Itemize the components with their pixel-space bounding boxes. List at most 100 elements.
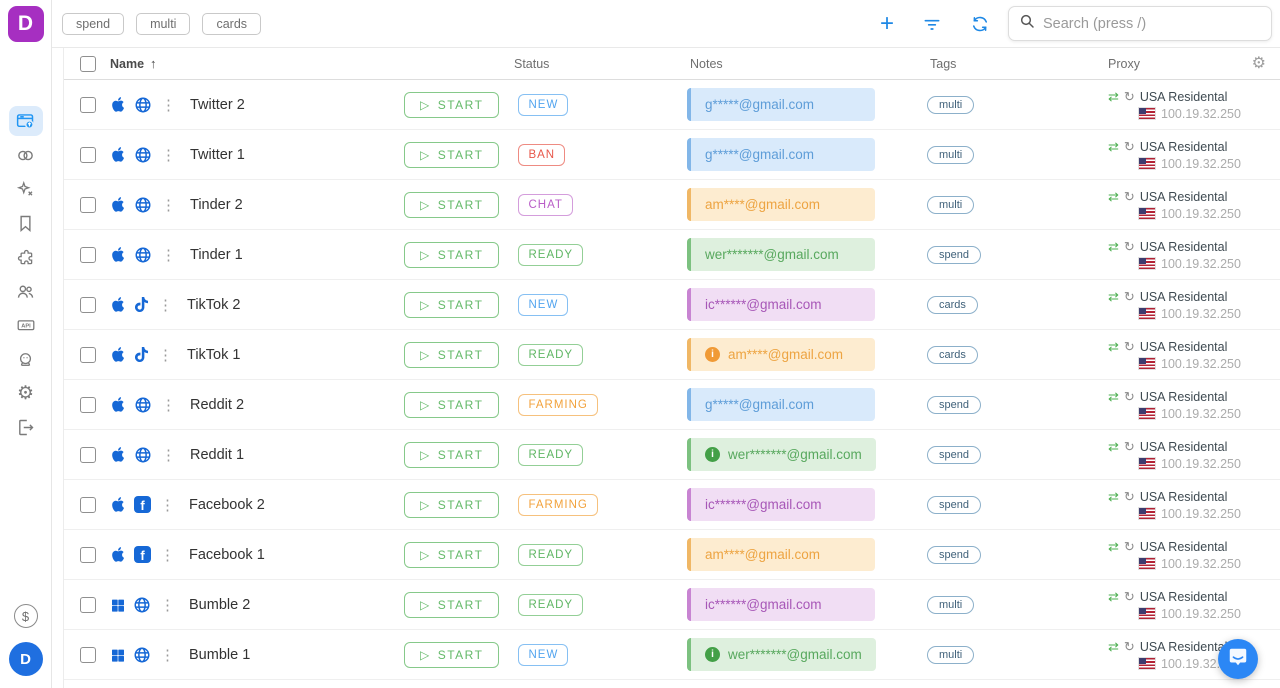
user-avatar[interactable]: D bbox=[8, 642, 43, 676]
filter-chip-multi[interactable]: multi bbox=[136, 12, 191, 35]
proxy-refresh-icon[interactable]: ↻ bbox=[1123, 388, 1135, 404]
start-button[interactable]: ▷ START bbox=[404, 241, 500, 268]
row-menu-icon[interactable]: ⋮ bbox=[158, 296, 173, 314]
table-settings-gear-icon[interactable]: ⚙ bbox=[1251, 54, 1266, 72]
status-badge[interactable]: READY bbox=[518, 593, 584, 616]
row-checkbox[interactable] bbox=[80, 596, 96, 613]
status-badge[interactable]: READY bbox=[518, 543, 584, 566]
note-field[interactable]: am****@gmail.com bbox=[687, 538, 875, 571]
row-checkbox[interactable] bbox=[80, 496, 96, 513]
filter-chip-cards[interactable]: cards bbox=[202, 12, 262, 35]
note-field[interactable]: wer*******@gmail.com bbox=[687, 238, 875, 271]
status-badge[interactable]: NEW bbox=[518, 293, 569, 316]
row-checkbox[interactable] bbox=[80, 96, 96, 113]
row-checkbox[interactable] bbox=[80, 446, 96, 463]
proxy-swap-icon[interactable]: ⇄ bbox=[1108, 488, 1119, 504]
tag-pill[interactable]: spend bbox=[927, 445, 981, 464]
start-button[interactable]: ▷ START bbox=[404, 441, 500, 468]
row-menu-icon[interactable]: ⋮ bbox=[161, 246, 176, 264]
column-header-notes[interactable]: Notes bbox=[690, 56, 723, 71]
sidebar-item-api[interactable]: API bbox=[9, 310, 43, 340]
tag-pill[interactable]: spend bbox=[927, 245, 981, 264]
start-button[interactable]: ▷ START bbox=[404, 541, 500, 568]
row-menu-icon[interactable]: ⋮ bbox=[161, 96, 176, 114]
tag-pill[interactable]: spend bbox=[927, 545, 981, 564]
sidebar-item-team[interactable] bbox=[9, 276, 43, 306]
select-all-checkbox[interactable] bbox=[80, 55, 96, 72]
tag-pill[interactable]: cards bbox=[927, 345, 978, 364]
proxy-refresh-icon[interactable]: ↻ bbox=[1123, 88, 1135, 104]
sidebar-item-browser-profiles[interactable] bbox=[8, 106, 43, 136]
row-checkbox[interactable] bbox=[80, 296, 96, 313]
status-badge[interactable]: FARMING bbox=[518, 493, 598, 516]
start-button[interactable]: ▷ START bbox=[404, 341, 500, 368]
proxy-refresh-icon[interactable]: ↻ bbox=[1123, 138, 1135, 154]
filter-chip-spend[interactable]: spend bbox=[62, 12, 125, 35]
note-field[interactable]: am****@gmail.com bbox=[687, 188, 875, 221]
note-field[interactable]: g*****@gmail.com bbox=[687, 88, 875, 121]
tag-pill[interactable]: multi bbox=[927, 195, 975, 214]
proxy-swap-icon[interactable]: ⇄ bbox=[1108, 588, 1119, 604]
proxy-swap-icon[interactable]: ⇄ bbox=[1108, 188, 1119, 204]
proxy-swap-icon[interactable]: ⇄ bbox=[1108, 388, 1119, 404]
sidebar-item-bookmarks[interactable] bbox=[9, 208, 43, 238]
row-menu-icon[interactable]: ⋮ bbox=[161, 446, 176, 464]
proxy-refresh-icon[interactable]: ↻ bbox=[1123, 188, 1135, 204]
row-menu-icon[interactable]: ⋮ bbox=[161, 146, 176, 164]
start-button[interactable]: ▷ START bbox=[404, 191, 500, 218]
status-badge[interactable]: NEW bbox=[518, 93, 569, 116]
start-button[interactable]: ▷ START bbox=[404, 91, 500, 118]
status-badge[interactable]: FARMING bbox=[518, 393, 598, 416]
tag-pill[interactable]: spend bbox=[927, 395, 981, 414]
row-menu-icon[interactable]: ⋮ bbox=[160, 596, 175, 614]
status-badge[interactable]: CHAT bbox=[518, 193, 573, 216]
tag-pill[interactable]: multi bbox=[927, 645, 975, 664]
start-button[interactable]: ▷ START bbox=[404, 641, 500, 668]
row-checkbox[interactable] bbox=[80, 196, 96, 213]
column-header-status[interactable]: Status bbox=[514, 56, 550, 71]
proxy-swap-icon[interactable]: ⇄ bbox=[1108, 288, 1119, 304]
column-header-proxy[interactable]: Proxy bbox=[1108, 56, 1140, 71]
row-checkbox[interactable] bbox=[80, 646, 96, 663]
sidebar-item-bot[interactable] bbox=[9, 344, 43, 374]
proxy-refresh-icon[interactable]: ↻ bbox=[1123, 438, 1135, 454]
note-field[interactable]: ic******@gmail.com bbox=[687, 488, 875, 521]
note-field[interactable]: ic******@gmail.com bbox=[687, 588, 875, 621]
note-field[interactable]: g*****@gmail.com bbox=[687, 138, 875, 171]
row-checkbox[interactable] bbox=[80, 346, 96, 363]
proxy-refresh-icon[interactable]: ↻ bbox=[1123, 338, 1135, 354]
tag-pill[interactable]: multi bbox=[927, 95, 975, 114]
start-button[interactable]: ▷ START bbox=[404, 491, 500, 518]
status-badge[interactable]: READY bbox=[518, 343, 584, 366]
balance-icon[interactable]: $ bbox=[13, 604, 38, 628]
column-header-name[interactable]: Name ↑ bbox=[110, 56, 157, 71]
note-field[interactable]: i wer*******@gmail.com bbox=[687, 638, 876, 671]
row-menu-icon[interactable]: ⋮ bbox=[161, 396, 176, 414]
row-menu-icon[interactable]: ⋮ bbox=[160, 496, 175, 514]
status-badge[interactable]: READY bbox=[518, 443, 584, 466]
status-badge[interactable]: READY bbox=[518, 243, 584, 266]
row-menu-icon[interactable]: ⋮ bbox=[160, 546, 175, 564]
column-header-tags[interactable]: Tags bbox=[930, 56, 957, 71]
status-badge[interactable]: NEW bbox=[518, 643, 569, 666]
tag-pill[interactable]: multi bbox=[927, 595, 975, 614]
sidebar-item-automation[interactable] bbox=[9, 174, 43, 204]
start-button[interactable]: ▷ START bbox=[404, 141, 500, 168]
sort-asc-icon[interactable]: ↑ bbox=[150, 56, 157, 71]
note-field[interactable]: ic******@gmail.com bbox=[687, 288, 875, 321]
chat-widget-button[interactable] bbox=[1218, 639, 1258, 679]
proxy-swap-icon[interactable]: ⇄ bbox=[1108, 138, 1119, 154]
row-menu-icon[interactable]: ⋮ bbox=[158, 346, 173, 364]
tag-pill[interactable]: cards bbox=[927, 295, 978, 314]
app-logo[interactable]: D bbox=[7, 6, 44, 42]
sidebar-item-logout[interactable] bbox=[9, 412, 43, 442]
proxy-swap-icon[interactable]: ⇄ bbox=[1108, 638, 1119, 654]
add-profile-button[interactable]: + bbox=[879, 9, 894, 37]
proxy-swap-icon[interactable]: ⇄ bbox=[1108, 538, 1119, 554]
row-menu-icon[interactable]: ⋮ bbox=[161, 196, 176, 214]
proxy-swap-icon[interactable]: ⇄ bbox=[1108, 338, 1119, 354]
proxy-swap-icon[interactable]: ⇄ bbox=[1108, 88, 1119, 104]
row-checkbox[interactable] bbox=[80, 546, 96, 563]
filter-icon[interactable] bbox=[922, 14, 942, 34]
start-button[interactable]: ▷ START bbox=[404, 291, 500, 318]
